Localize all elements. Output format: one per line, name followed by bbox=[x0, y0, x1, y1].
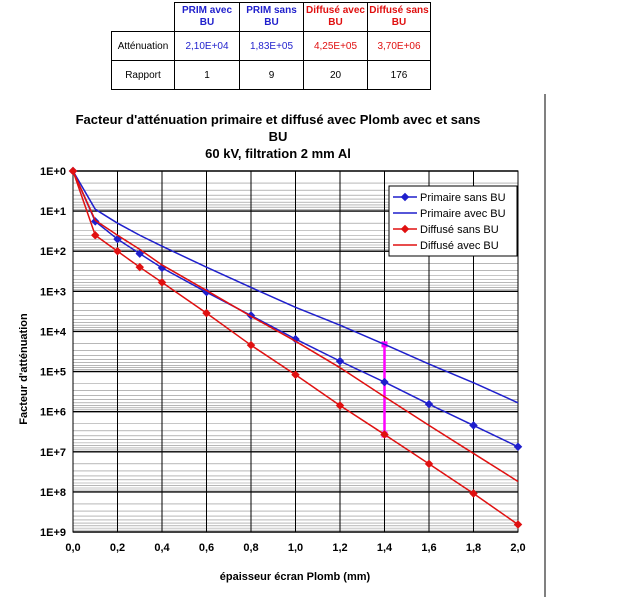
y-tick-label: 1E+3 bbox=[40, 286, 66, 298]
table-cell: 2,10E+04 bbox=[174, 31, 240, 61]
table-cell: 9 bbox=[239, 60, 304, 90]
table-cell: 176 bbox=[367, 60, 431, 90]
x-tick-label: 1,6 bbox=[421, 542, 436, 554]
x-tick-label: 1,8 bbox=[466, 542, 481, 554]
table-row-label: Rapport bbox=[111, 60, 175, 90]
data-point bbox=[202, 308, 211, 318]
y-tick-label: 1E+0 bbox=[40, 166, 66, 178]
legend-entry: Diffusé sans BU bbox=[420, 224, 499, 236]
data-point bbox=[469, 421, 478, 430]
summary-table: PRIM avec BU PRIM sans BU Diffusé avec B… bbox=[111, 2, 431, 90]
legend-entry: Primaire sans BU bbox=[420, 192, 506, 204]
data-point bbox=[424, 399, 434, 409]
table-cell: 1 bbox=[174, 60, 240, 90]
legend-marker bbox=[400, 192, 410, 202]
attenuation-chart: Facteur d'atténuation primaire et diffus… bbox=[18, 94, 546, 597]
x-tick-label: 2,0 bbox=[510, 542, 525, 554]
y-axis-label: Facteur d'atténuation bbox=[18, 313, 30, 425]
legend-entry: Primaire avec BU bbox=[420, 208, 506, 220]
table-header-cell: Diffusé avec BU bbox=[303, 2, 368, 32]
data-point bbox=[335, 401, 345, 410]
data-point bbox=[135, 262, 144, 272]
table-header-cell: PRIM avec BU bbox=[174, 2, 240, 32]
y-tick-label: 1E+9 bbox=[40, 527, 66, 539]
y-tick-label: 1E+6 bbox=[40, 407, 66, 419]
tick-labels: 0,0 0,2 0,4 0,6 0,8 1,0 1,2 1,4 1,6 1,8 2,0 1E+0 1E+… bbox=[40, 166, 526, 554]
x-axis-label: épaisseur écran Plomb (mm) bbox=[220, 571, 371, 583]
x-tick-label: 1,4 bbox=[377, 542, 393, 554]
table-row: Rapport 1 9 20 176 bbox=[111, 60, 431, 90]
data-point bbox=[291, 370, 300, 379]
x-tick-label: 0,2 bbox=[110, 542, 125, 554]
table-row-label: Atténuation bbox=[111, 31, 175, 61]
y-tick-label: 1E+4 bbox=[40, 326, 67, 338]
data-point bbox=[335, 356, 345, 366]
x-tick-label: 0,8 bbox=[243, 542, 258, 554]
chart-title-line-1: Facteur d'atténuation primaire et diffus… bbox=[76, 112, 481, 127]
table-corner-cell bbox=[112, 3, 175, 32]
chart-legend: Primaire sans BU Primaire avec BU Diffusé … bbox=[388, 185, 518, 257]
data-point bbox=[513, 520, 523, 529]
data-point bbox=[380, 377, 389, 387]
data-point bbox=[91, 231, 100, 240]
y-tick-label: 1E+2 bbox=[40, 246, 66, 258]
x-tick-label: 0,0 bbox=[65, 542, 80, 554]
data-point bbox=[513, 442, 523, 452]
series-line-primaire-avec-bu bbox=[72, 170, 519, 404]
x-tick-label: 0,4 bbox=[154, 542, 170, 554]
table-cell: 20 bbox=[303, 60, 368, 90]
x-tick-label: 1,0 bbox=[288, 542, 303, 554]
table-cell: 4,25E+05 bbox=[303, 31, 368, 61]
table-header-cell: Diffusé sans BU bbox=[367, 2, 431, 32]
legend-marker bbox=[400, 224, 410, 234]
series-line-diffus-avec-bu bbox=[72, 170, 519, 483]
y-tick-label: 1E+5 bbox=[40, 367, 66, 379]
data-point bbox=[246, 340, 256, 350]
chart-title-line-2: BU bbox=[269, 129, 288, 144]
data-point bbox=[469, 489, 478, 498]
table-row: Atténuation 2,10E+04 1,83E+05 4,25E+05 3… bbox=[111, 31, 431, 61]
series-layer bbox=[68, 166, 523, 529]
data-point bbox=[91, 217, 100, 226]
data-point bbox=[157, 278, 167, 287]
x-tick-label: 1,2 bbox=[332, 542, 347, 554]
y-tick-label: 1E+8 bbox=[40, 487, 66, 499]
table-header-cell: PRIM sans BU bbox=[239, 2, 304, 32]
data-point bbox=[291, 334, 300, 344]
legend-entry: Diffusé avec BU bbox=[420, 240, 499, 252]
data-point bbox=[113, 246, 122, 256]
table-cell: 1,83E+05 bbox=[239, 31, 304, 61]
data-point bbox=[424, 459, 434, 469]
table-cell: 3,70E+06 bbox=[367, 31, 431, 61]
x-tick-label: 0,6 bbox=[199, 542, 214, 554]
data-point bbox=[380, 430, 389, 439]
y-tick-label: 1E+7 bbox=[40, 447, 66, 459]
chart-title-line-3: 60 kV, filtration 2 mm Al bbox=[205, 146, 351, 161]
table-header-row: PRIM avec BU PRIM sans BU Diffusé avec B… bbox=[112, 2, 431, 32]
y-tick-label: 1E+1 bbox=[40, 206, 66, 218]
